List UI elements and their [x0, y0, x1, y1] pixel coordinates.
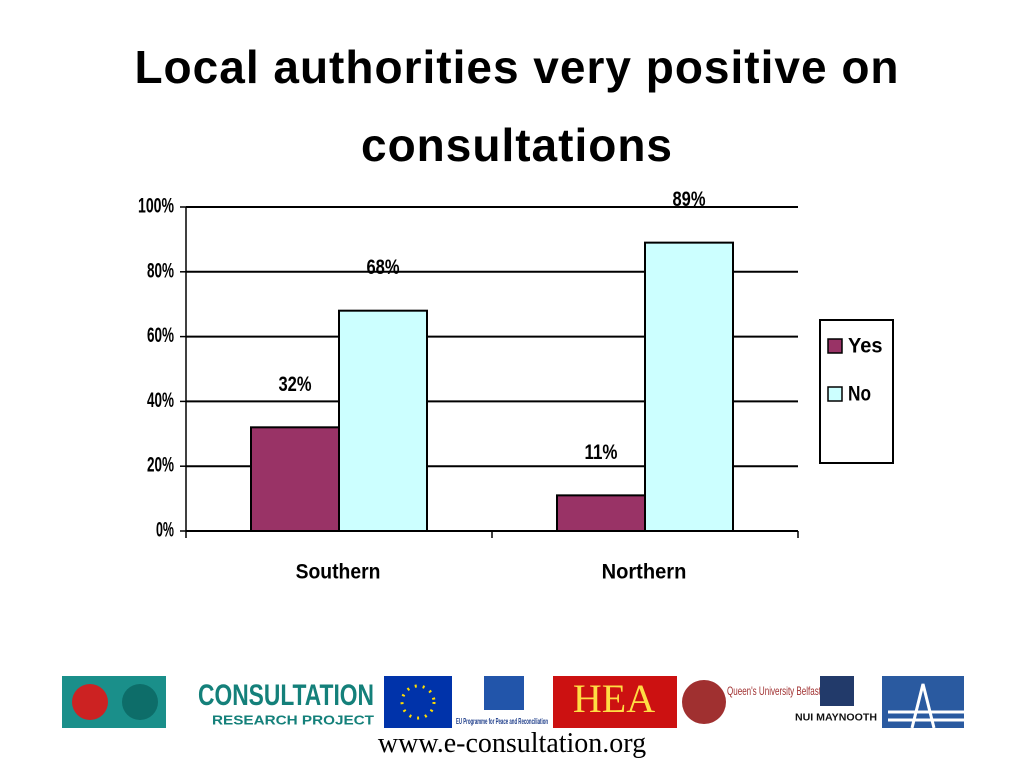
- logo-hea: [553, 676, 677, 728]
- logo-peace: [484, 676, 524, 710]
- footer-url: www.e-consultation.org: [377, 728, 647, 759]
- value-label: 32%: [279, 373, 312, 396]
- y-tick-label: 20%: [147, 454, 174, 477]
- logo-last-mark: [888, 683, 964, 729]
- logo-ecr-mark: [72, 684, 108, 720]
- y-tick-label: 100%: [138, 195, 174, 218]
- legend-label: Yes: [848, 335, 883, 358]
- logo-text: NUI MAYNOOTH: [795, 713, 877, 724]
- logo-text: EU Programme for Peace and Reconciliatio…: [456, 717, 548, 726]
- y-tick-label: 0%: [156, 519, 174, 542]
- slide-title: Local authorities very positive on consu…: [134, 41, 900, 171]
- logo-text: RESEARCH PROJECT: [212, 712, 374, 727]
- value-label: 89%: [673, 188, 706, 211]
- legend-swatch: [827, 386, 843, 402]
- logo-text: CONSULTATION: [198, 679, 374, 712]
- logo-ecr-mark: [122, 684, 158, 720]
- x-tick-label: Northern: [602, 561, 687, 584]
- legend-swatch: [827, 338, 843, 354]
- logo-qub: [682, 680, 726, 724]
- logo-text: Queen's University Belfast: [727, 684, 821, 698]
- logo-eu: [384, 676, 452, 728]
- bar: [556, 494, 646, 532]
- bar: [250, 426, 340, 533]
- y-tick-label: 40%: [147, 389, 174, 412]
- value-label: 11%: [585, 441, 618, 464]
- logo-strip: CONSULTATION RESEARCH PROJECT EU Program…: [62, 676, 964, 729]
- value-label: 68%: [367, 256, 400, 279]
- bar: [644, 241, 734, 532]
- legend-label: No: [848, 383, 871, 406]
- logo-eu-stars: [400, 684, 436, 720]
- bar: [338, 309, 428, 532]
- logo-text: HEA: [573, 676, 655, 721]
- logo-nui: [820, 676, 854, 706]
- y-tick-label: 80%: [147, 259, 174, 282]
- x-tick-label: Southern: [296, 561, 381, 584]
- y-tick-label: 60%: [147, 324, 174, 347]
